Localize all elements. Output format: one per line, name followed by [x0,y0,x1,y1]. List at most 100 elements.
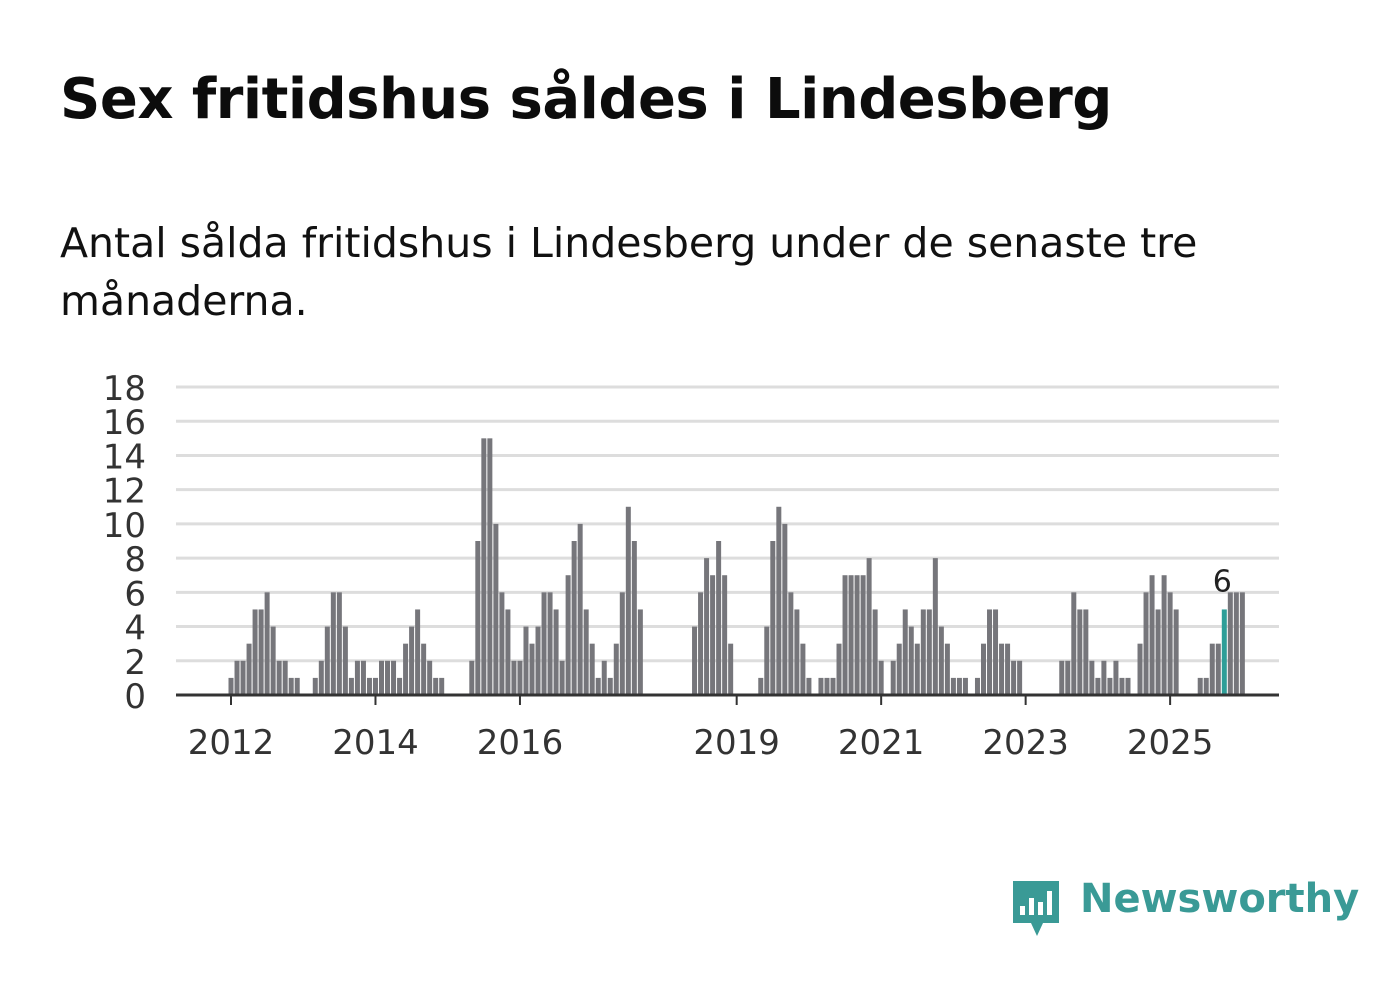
bar [535,626,541,695]
bar [993,609,999,695]
bar [1161,575,1167,695]
bar [878,660,884,695]
bar [1227,592,1233,695]
bar [577,523,583,695]
bar [433,677,439,695]
bar [962,677,968,695]
bar [1239,592,1245,695]
bar [493,523,499,695]
bar-chart-speech-bubble-icon [1013,881,1059,936]
bar [282,660,288,695]
bar [1017,660,1023,695]
bar [397,677,403,695]
bar [974,677,980,695]
bar [1095,677,1101,695]
bar [758,677,764,695]
y-tick-label: 6 [124,574,146,614]
bar [547,592,553,695]
bar [541,592,547,695]
bar [427,660,433,695]
bar [1143,592,1149,695]
x-tick-label: 2023 [982,723,1069,763]
bar [324,626,330,695]
bar [716,541,722,695]
y-tick-label: 16 [103,403,146,443]
bar [391,660,397,695]
bar [264,592,270,695]
bar [631,541,637,695]
bar [1101,660,1107,695]
x-tick-label: 2012 [188,723,275,763]
x-tick-label: 2016 [477,723,564,763]
chart-subtitle: Antal sålda fritidshus i Lindesberg unde… [60,219,1198,325]
x-tick-label: 2021 [838,723,925,763]
bar [270,626,276,695]
bar [692,626,698,695]
bar [710,575,716,695]
bar [469,660,475,695]
bar [848,575,854,695]
y-tick-label: 8 [124,540,146,580]
bar [836,643,842,695]
y-tick-label: 10 [103,506,146,546]
highlighted-bar [1221,609,1227,695]
bar [354,660,360,695]
bar [252,609,258,695]
bar [1233,592,1239,695]
bar [517,660,523,695]
bar [1203,677,1209,695]
bar [872,609,878,695]
bars [228,438,1245,695]
bar [860,575,866,695]
bar [956,677,962,695]
bar [1137,643,1143,695]
bar [1119,677,1125,695]
x-tick-label: 2025 [1127,723,1214,763]
bar [926,609,932,695]
bar [842,575,848,695]
bar [294,677,300,695]
chart-title: Sex fritidshus såldes i Lindesberg [60,67,1112,132]
bar [637,609,643,695]
bar [1215,643,1221,695]
bar [288,677,294,695]
bar [1149,575,1155,695]
bar [866,558,872,695]
bar [439,677,445,695]
bar [607,677,613,695]
brand-name: Newsworthy [1080,876,1360,922]
bar [571,541,577,695]
bar [487,438,493,695]
bar [722,575,728,695]
bar [776,506,782,695]
bar [1083,609,1089,695]
bar [625,506,631,695]
y-tick-label: 12 [103,472,146,512]
bar [806,677,812,695]
bar [1107,677,1113,695]
bar [475,541,481,695]
bar [800,643,806,695]
bar [258,609,264,695]
bar [499,592,505,695]
bar [1011,660,1017,695]
bar [1113,660,1119,695]
bar [824,677,830,695]
bar [920,609,926,695]
x-tick-label: 2019 [693,723,780,763]
bar [330,592,336,695]
bar [1197,677,1203,695]
bar [764,626,770,695]
bar [246,643,252,695]
x-axis-ticks: 2012 2014 2016 2019 2021 2023 2025 [188,695,1214,763]
bar [505,609,511,695]
bar [1059,660,1065,695]
bar [854,575,860,695]
bar [589,643,595,695]
bar [1209,643,1215,695]
bar [529,643,535,695]
bar [240,660,246,695]
bar [794,609,800,695]
